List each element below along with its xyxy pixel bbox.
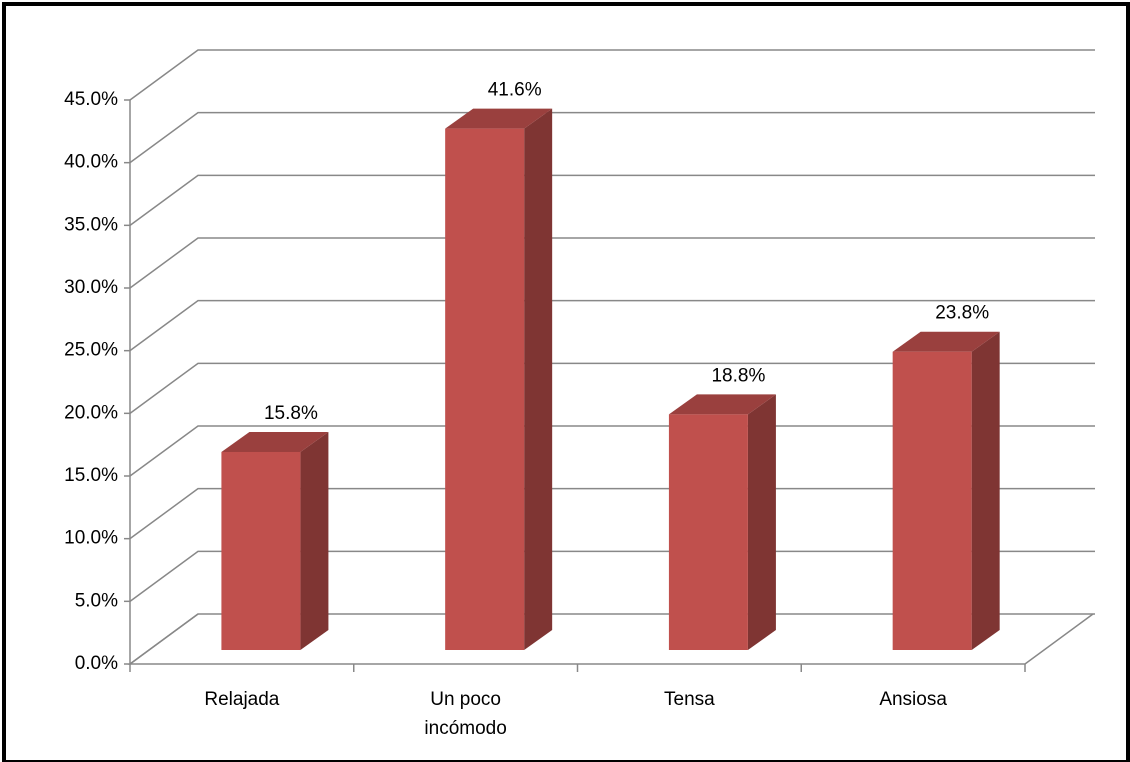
value-label: 23.8%	[935, 303, 989, 324]
y-tick-label: 20.0%	[64, 402, 118, 423]
y-tick-label: 10.0%	[64, 528, 118, 549]
bar-side	[971, 331, 1000, 650]
x-tick-label: Tensa	[664, 689, 715, 710]
x-tick-label: Ansiosa	[879, 689, 947, 710]
bar-side	[300, 431, 329, 650]
value-label: 15.8%	[264, 403, 318, 424]
bar-top	[668, 394, 776, 415]
grid-line	[129, 425, 1095, 477]
bar-top	[221, 431, 329, 452]
bar	[668, 414, 748, 650]
bar	[221, 451, 301, 650]
grid-line	[129, 362, 1095, 414]
y-tick-label: 5.0%	[75, 590, 118, 611]
grid-line	[129, 487, 1095, 540]
y-tick-label: 15.0%	[64, 465, 118, 486]
grid-line	[129, 550, 1095, 602]
y-tick-label: 25.0%	[64, 340, 118, 361]
x-tick-label: Un poco incómodo	[424, 689, 507, 739]
bar-side	[747, 394, 776, 650]
grid-line	[129, 49, 1095, 101]
y-tick-label: 30.0%	[64, 277, 118, 298]
y-tick-label: 35.0%	[64, 214, 118, 235]
value-label: 18.8%	[711, 365, 765, 386]
grid-line	[129, 299, 1095, 352]
grid-line	[129, 237, 1095, 289]
x-tick-label: Relajada	[204, 689, 280, 710]
bar	[445, 128, 525, 650]
bar-side	[524, 108, 553, 650]
y-tick-label: 45.0%	[64, 89, 118, 110]
grid-line	[129, 613, 1095, 665]
y-tick-label: 0.0%	[75, 653, 118, 674]
bar-top	[892, 331, 1000, 352]
bar-top	[445, 108, 553, 129]
bar	[892, 351, 972, 650]
value-label: 41.6%	[488, 80, 542, 101]
y-tick-label: 40.0%	[64, 152, 118, 173]
grid-line	[129, 111, 1095, 164]
grid-line	[129, 174, 1095, 226]
